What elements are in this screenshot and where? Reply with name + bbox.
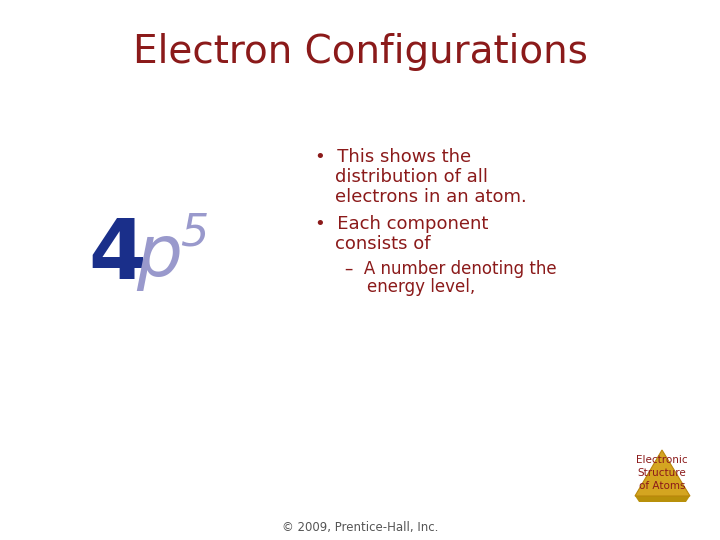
Polygon shape bbox=[635, 450, 690, 496]
Polygon shape bbox=[635, 496, 690, 502]
Text: •  This shows the: • This shows the bbox=[315, 148, 471, 166]
Text: consists of: consists of bbox=[335, 235, 431, 253]
Text: Electron Configurations: Electron Configurations bbox=[132, 33, 588, 71]
Text: –  A number denoting the: – A number denoting the bbox=[345, 260, 557, 278]
Text: electrons in an atom.: electrons in an atom. bbox=[335, 188, 527, 206]
Text: 4: 4 bbox=[88, 215, 146, 296]
Text: Electronic
Structure
of Atoms: Electronic Structure of Atoms bbox=[636, 455, 688, 491]
Text: distribution of all: distribution of all bbox=[335, 168, 488, 186]
Text: •  Each component: • Each component bbox=[315, 215, 488, 233]
Text: p: p bbox=[136, 222, 182, 291]
Text: 5: 5 bbox=[180, 212, 208, 255]
Text: © 2009, Prentice-Hall, Inc.: © 2009, Prentice-Hall, Inc. bbox=[282, 522, 438, 535]
Text: energy level,: energy level, bbox=[367, 278, 475, 296]
